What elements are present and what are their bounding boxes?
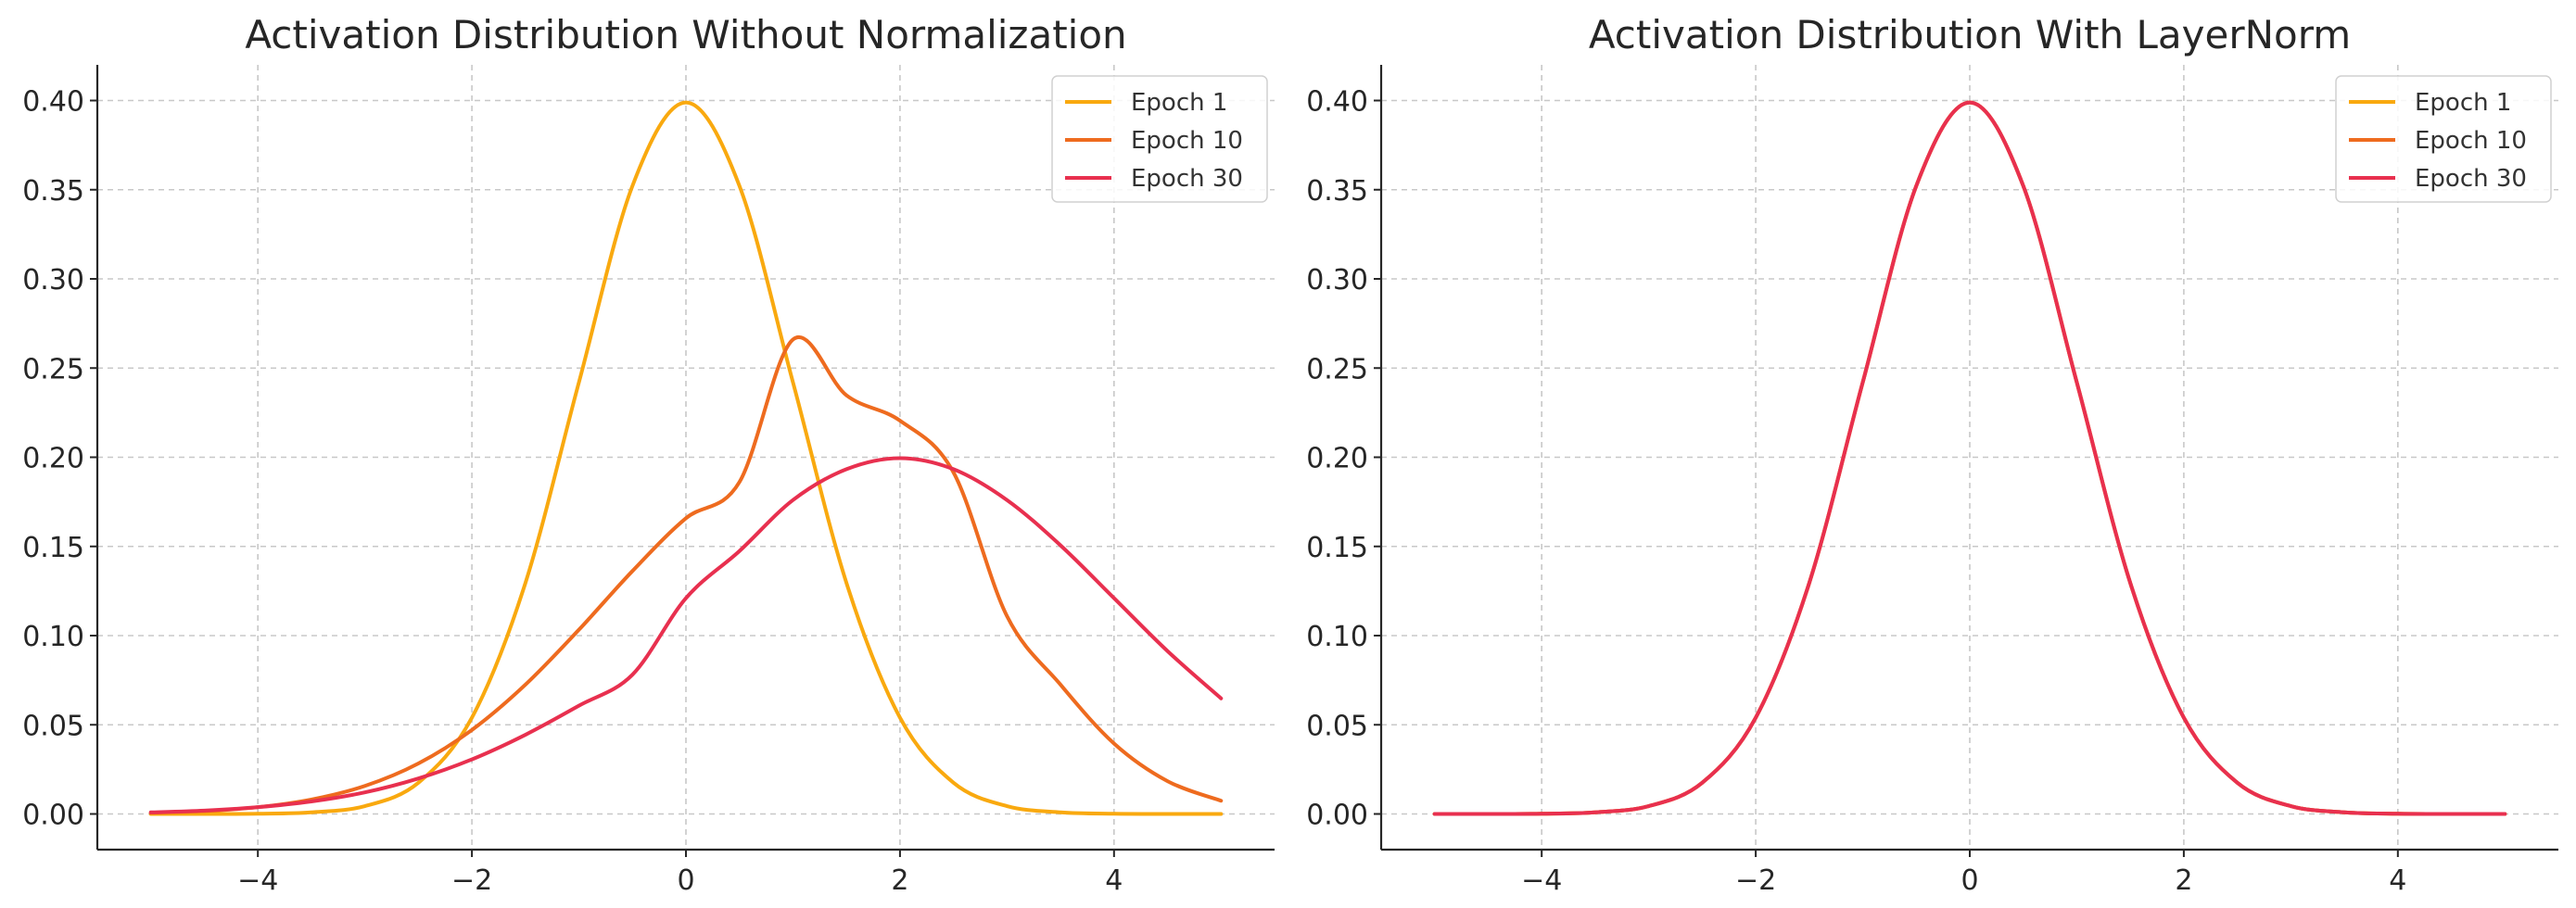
y-tick-label: 0.00 (22, 800, 84, 832)
x-tick-label: 0 (1961, 864, 1978, 897)
legend: Epoch 1 Epoch 10 Epoch 30 (1051, 75, 1268, 203)
legend: Epoch 1 Epoch 10 Epoch 30 (2335, 75, 2552, 203)
series-line-epoch-3 (148, 456, 1224, 814)
legend-box (2335, 75, 2552, 203)
x-tick-label: 0 (677, 864, 694, 897)
legend-label: Epoch 10 (1131, 127, 1243, 155)
legend-label: Epoch 30 (1131, 165, 1243, 193)
chart-title: Activation Distribution Without Normaliz… (245, 12, 1126, 57)
legend-label: Epoch 30 (2415, 165, 2527, 193)
y-tick-label: 0.35 (1306, 175, 1368, 208)
y-tick-label: 0.10 (22, 621, 84, 653)
x-tick-label: −2 (451, 864, 492, 897)
series-line-epoch-2 (148, 335, 1224, 815)
legend-label: Epoch 1 (1131, 89, 1227, 117)
series-line-epoch-3 (1432, 100, 2507, 816)
y-tick-label: 0.25 (22, 353, 84, 385)
y-tick-label: 0.30 (1306, 264, 1368, 296)
chart-title: Activation Distribution With LayerNorm (1589, 12, 2351, 57)
chart-panel-2: −4 −2 0 2 4 0.00 0.05 0.10 0.15 0.20 0.25 0.30 0.35 0… (1306, 12, 2558, 897)
x-tick-label: 4 (2389, 864, 2406, 897)
y-tick-label: 0.20 (1306, 443, 1368, 475)
legend-label: Epoch 10 (2415, 127, 2527, 155)
x-tick-label: −4 (237, 864, 278, 897)
x-tick-label: 2 (2175, 864, 2192, 897)
x-tick-label: −2 (1735, 864, 1776, 897)
y-tick-label: 0.35 (22, 175, 84, 208)
y-tick-label: 0.20 (22, 443, 84, 475)
series-group (1432, 100, 2507, 816)
series-group (148, 100, 1224, 816)
y-tick-label: 0.05 (1306, 710, 1368, 742)
legend-box (1051, 75, 1268, 203)
y-tick-label: 0.15 (22, 532, 84, 564)
x-tick-label: 2 (891, 864, 908, 897)
x-tick-label: −4 (1521, 864, 1562, 897)
y-tick-label: 0.15 (1306, 532, 1368, 564)
y-tick-label: 0.40 (1306, 86, 1368, 119)
y-tick-label: 0.25 (1306, 353, 1368, 385)
y-tick-label: 0.30 (22, 264, 84, 296)
legend-label: Epoch 1 (2415, 89, 2511, 117)
y-tick-label: 0.00 (1306, 800, 1368, 832)
y-tick-label: 0.05 (22, 710, 84, 742)
series-line-epoch-1 (148, 100, 1224, 816)
y-tick-label: 0.10 (1306, 621, 1368, 653)
y-tick-label: 0.40 (22, 86, 84, 119)
x-tick-label: 4 (1105, 864, 1123, 897)
chart-panel-1: −4 −2 0 2 4 0.00 0.05 0.10 0.15 0.20 0.25 0.30 0.35 0… (22, 12, 1275, 897)
